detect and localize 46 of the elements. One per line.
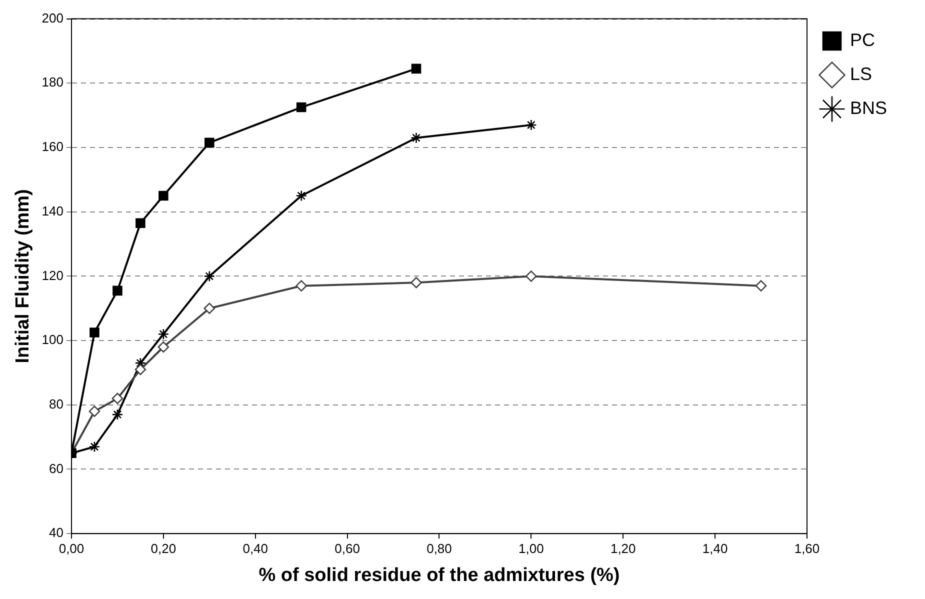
point [204,302,216,314]
x-tick-label: 0,80 [426,540,452,556]
point [755,280,767,292]
point [88,406,100,417]
point [134,364,146,376]
y-tick-label: 160 [42,139,64,154]
point [88,441,100,452]
y-tick-label: 180 [42,74,64,90]
point [158,341,170,353]
point [204,270,216,282]
point [410,132,422,144]
y-tick-label: 80 [49,396,64,412]
point [411,64,422,74]
legend-label: PC [850,30,876,50]
point [526,119,537,131]
y-tick-label: 140 [42,203,64,218]
x-tick-label: 1,60 [794,540,820,556]
point [296,190,307,202]
y-axis-title: Initial Fluidity (mm) [12,189,34,364]
point [112,286,122,296]
y-tick-label: 200 [42,10,64,26]
legend-label: BNS [850,98,888,118]
point [204,138,214,148]
x-tick-label: 0,60 [334,540,360,556]
y-tick-label: 100 [42,332,64,348]
x-tick-label: 0,40 [242,540,268,556]
x-tick-label: 0,00 [58,540,84,556]
point [410,276,422,288]
x-tick-label: 0,20 [150,540,176,556]
x-tick-label: 1,00 [518,540,544,556]
point [112,392,124,404]
point [90,328,100,338]
x-axis-title: % of solid residue of the admixtures (%) [258,564,620,586]
y-tick-label: 120 [42,268,64,283]
x-tick-label: 1,20 [610,540,636,556]
x-tick-label: 1,40 [702,540,728,556]
point [136,218,146,228]
point [158,190,168,201]
y-tick-label: 60 [49,460,64,476]
point [526,270,537,282]
point [112,408,124,420]
point [296,102,306,112]
y-tick-label: 40 [49,525,64,540]
point [158,328,170,340]
legend-label: LS [850,64,872,84]
point [296,280,307,292]
